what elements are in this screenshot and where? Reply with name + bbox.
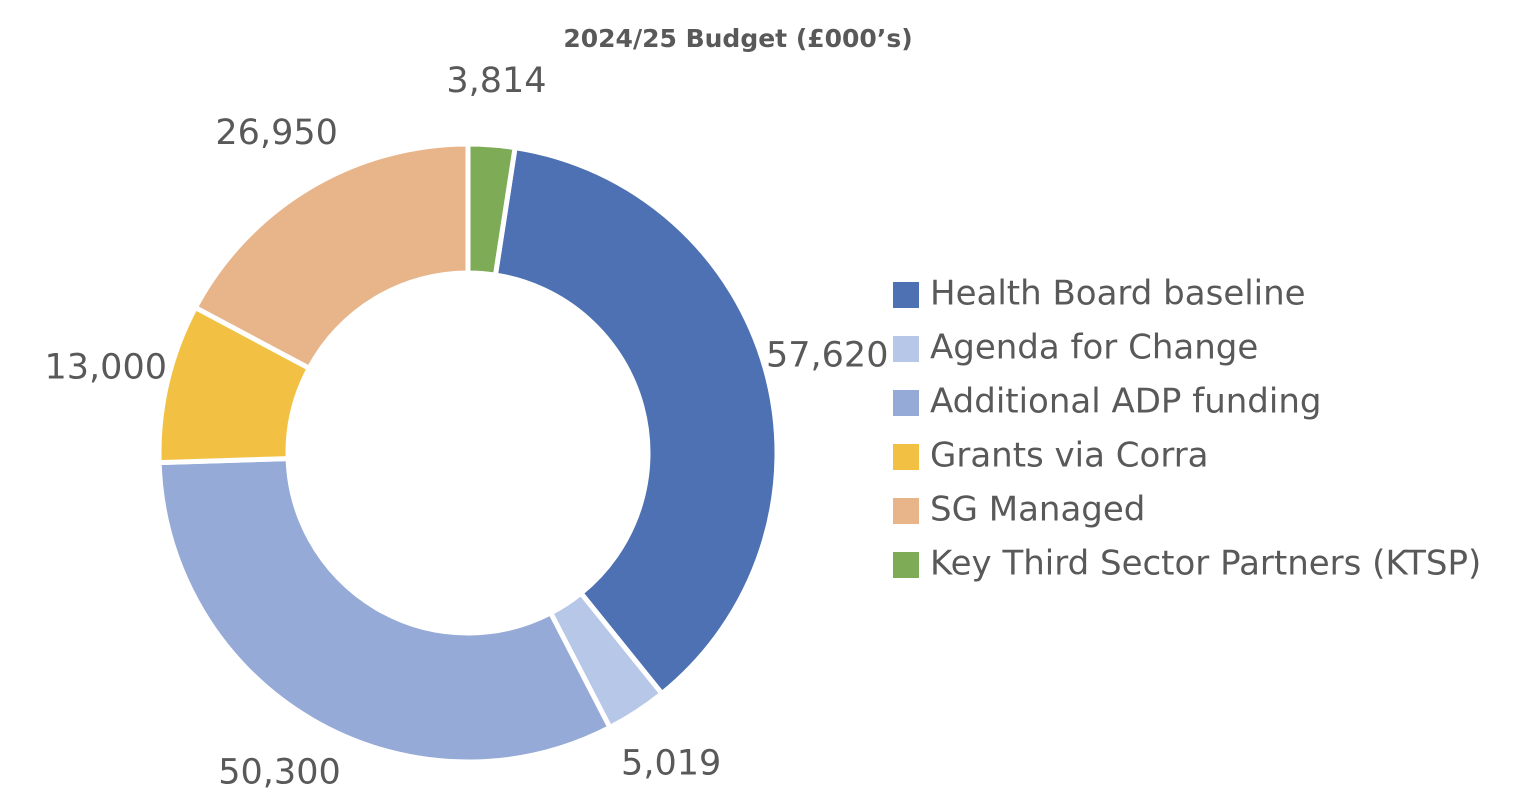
legend-swatch — [893, 498, 919, 524]
legend-label: Grants via Corra — [930, 436, 1209, 476]
data-label: 50,300 — [218, 753, 340, 793]
donut-slice — [492, 144, 780, 698]
legend-swatch — [893, 390, 919, 416]
data-label: 57,620 — [766, 335, 888, 375]
legend-swatch — [893, 444, 919, 470]
legend-swatch — [893, 552, 919, 578]
data-label: 5,019 — [621, 744, 721, 784]
donut-slice — [192, 141, 471, 372]
donut-slice — [465, 141, 518, 278]
legend-swatch — [893, 282, 919, 308]
chart-title: 2024/25 Budget (£000’s) — [563, 24, 912, 53]
donut-slice — [156, 456, 614, 765]
legend-label: SG Managed — [930, 490, 1145, 530]
data-label: 13,000 — [45, 347, 167, 387]
legend-label: Agenda for Change — [930, 328, 1258, 368]
data-label: 3,814 — [446, 61, 546, 101]
data-label: 26,950 — [215, 113, 337, 153]
legend-label: Key Third Sector Partners (KTSP) — [930, 544, 1481, 584]
legend-label: Additional ADP funding — [930, 382, 1321, 422]
legend-label: Health Board baseline — [930, 274, 1306, 314]
legend-swatch — [893, 336, 919, 362]
